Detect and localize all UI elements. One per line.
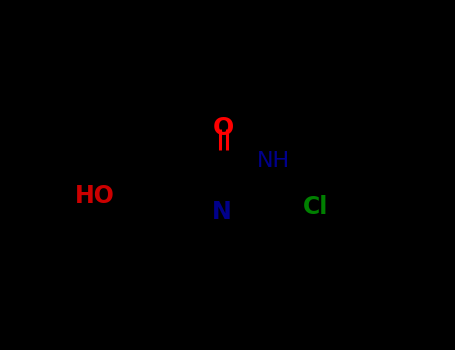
Text: O: O <box>213 116 234 140</box>
Text: NH: NH <box>257 151 290 171</box>
Text: N: N <box>212 201 232 224</box>
Text: Cl: Cl <box>303 195 328 219</box>
Text: HO: HO <box>75 184 114 208</box>
